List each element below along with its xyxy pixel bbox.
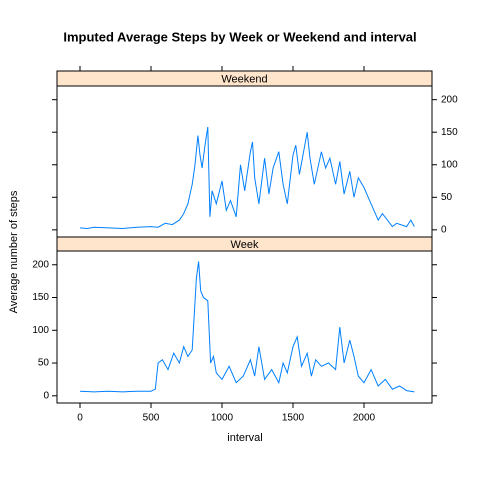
y-tick-label: 100 — [441, 159, 458, 170]
y-tick-label: 0 — [43, 390, 49, 401]
y-tick-label: 150 — [32, 292, 49, 303]
x-tick-label: 0 — [77, 413, 83, 424]
x-axis-label: interval — [227, 432, 262, 444]
x-tick-label: 2000 — [353, 413, 376, 424]
x-tick-label: 1500 — [282, 413, 305, 424]
chart-title: Imputed Average Steps by Week or Weekend… — [63, 29, 416, 44]
y-tick-label: 150 — [441, 127, 458, 138]
strip-label: Week — [231, 239, 259, 251]
panel — [56, 250, 433, 404]
data-line — [79, 126, 415, 230]
y-tick-label: 50 — [38, 358, 50, 369]
y-tick-label: 50 — [441, 192, 453, 203]
data-line — [79, 261, 415, 393]
y-tick-label: 200 — [32, 259, 49, 270]
y-axis-label: Average number of steps — [8, 190, 20, 313]
strip-label: Weekend — [221, 73, 267, 85]
x-tick-label: 500 — [143, 413, 160, 424]
y-tick-label: 100 — [32, 325, 49, 336]
y-tick-label: 0 — [441, 224, 447, 235]
x-tick-label: 1000 — [211, 413, 234, 424]
y-tick-label: 200 — [441, 94, 458, 105]
